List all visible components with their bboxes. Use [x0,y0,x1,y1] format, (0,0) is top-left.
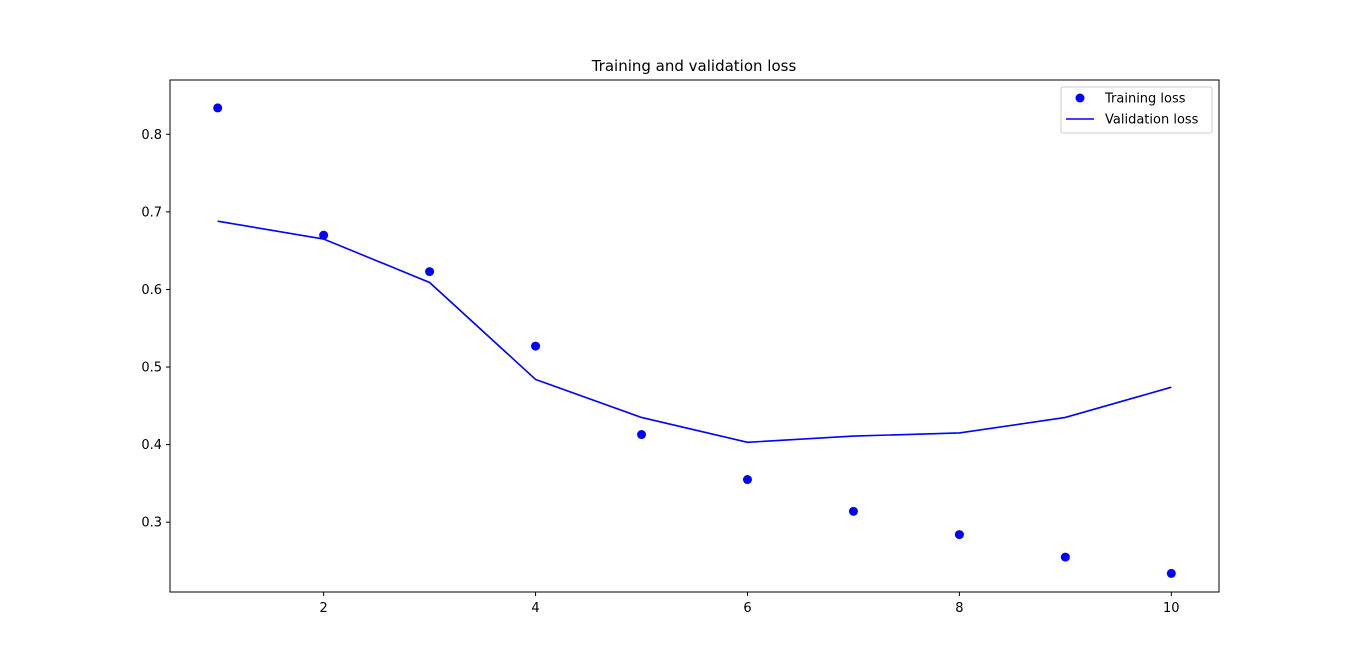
training-loss-point [425,267,435,277]
legend-marker-swatch [1075,93,1085,103]
x-tick-label: 8 [955,601,963,616]
y-tick-label: 0.5 [141,361,162,376]
y-tick-label: 0.7 [141,205,162,220]
y-axis: 0.3 0.4 0.5 0.6 0.7 0.8 [141,128,170,531]
legend-box [1060,86,1213,134]
x-tick-label: 2 [320,601,328,616]
training-loss-point [954,530,964,540]
x-tick-label: 10 [1163,601,1180,616]
training-loss-point [1060,552,1070,562]
plot-frame [169,79,1220,593]
legend-label: Validation loss [1105,113,1199,128]
y-tick-label: 0.4 [141,438,162,453]
training-loss-point [319,230,329,240]
x-tick-label: 6 [743,601,751,616]
y-tick-label: 0.3 [141,516,162,531]
x-tick-label: 4 [531,601,539,616]
validation-loss-line [217,220,1172,444]
training-loss-point [1166,568,1176,578]
legend-label: Training loss [1104,92,1186,107]
training-loss-point [213,103,223,113]
training-loss-point [531,341,541,351]
x-axis: 2 4 6 8 10 [320,592,1180,616]
series-layer [213,103,1176,578]
y-tick-label: 0.8 [141,128,162,143]
plot-area [169,79,1220,593]
training-loss-point [637,430,647,440]
training-loss-point [742,475,752,485]
legend: Training loss Validation loss [1060,86,1213,134]
chart-title: Training and validation loss [591,57,797,75]
training-loss-point [848,506,858,516]
y-tick-label: 0.6 [141,283,162,298]
